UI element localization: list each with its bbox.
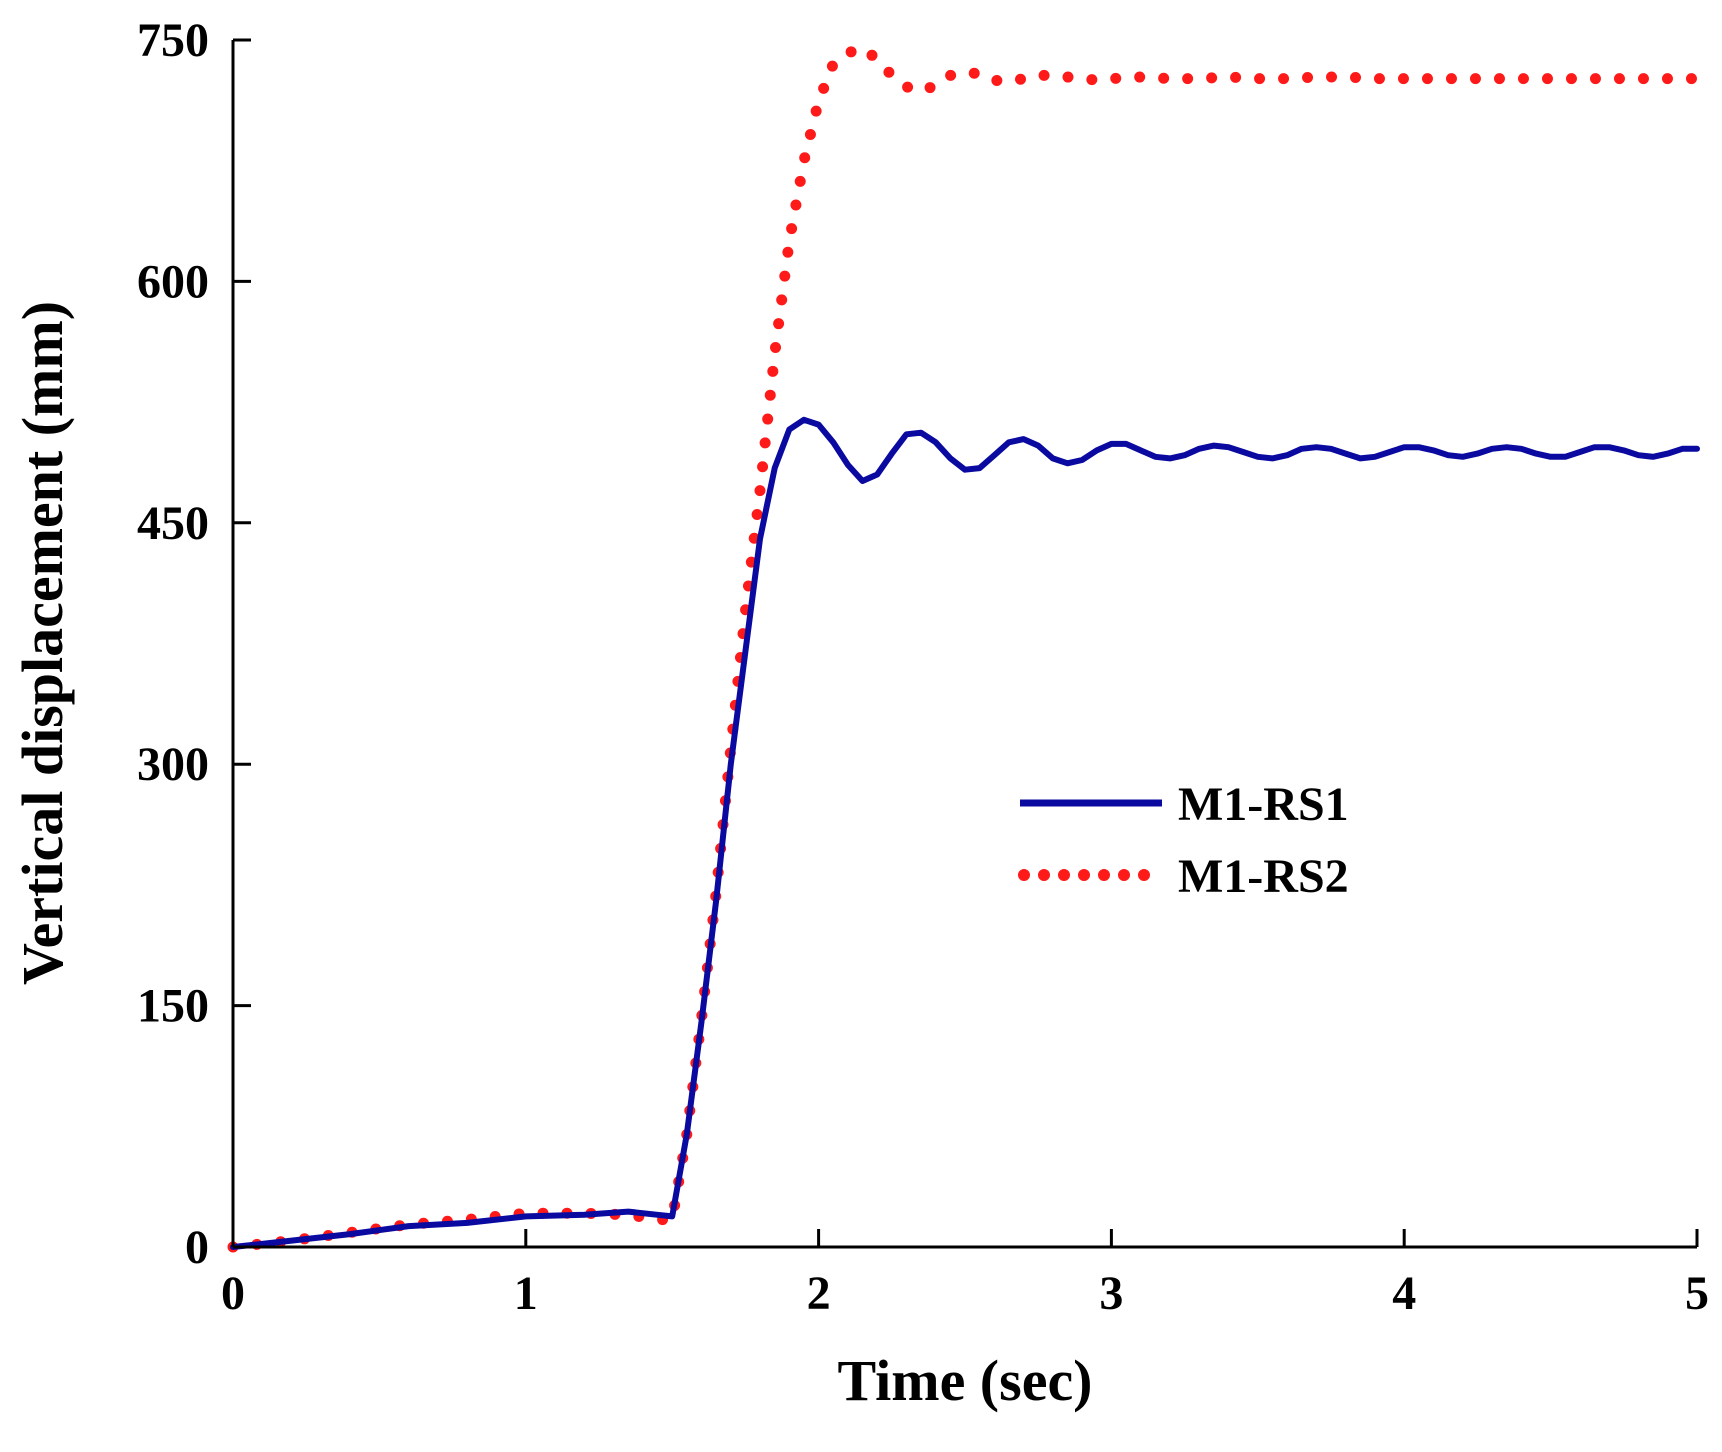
series-line-m1-rs1 bbox=[230, 416, 1700, 1250]
series-line-m1-rs2 bbox=[227, 42, 1703, 1253]
y-tick-label: 150 bbox=[137, 980, 209, 1033]
x-tick-label: 1 bbox=[514, 1267, 538, 1320]
legend: M1-RS1 M1-RS2 bbox=[1018, 778, 1349, 903]
legend-label-m1-rs2: M1-RS2 bbox=[1178, 850, 1349, 903]
x-axis-title: Time (sec) bbox=[838, 1348, 1093, 1413]
x-tick-label: 5 bbox=[1685, 1267, 1709, 1320]
y-tick-label: 300 bbox=[137, 738, 209, 791]
y-tick-label: 600 bbox=[137, 255, 209, 308]
y-tick-label: 0 bbox=[185, 1221, 209, 1274]
axes bbox=[231, 40, 1697, 1249]
y-axis-title: Vertical displacement (mm) bbox=[10, 301, 75, 985]
x-tick-label: 2 bbox=[807, 1267, 831, 1320]
y-tick-label: 450 bbox=[137, 497, 209, 550]
y-tick-label: 750 bbox=[137, 14, 209, 67]
x-tick-label: 0 bbox=[221, 1267, 245, 1320]
legend-label-m1-rs1: M1-RS1 bbox=[1178, 778, 1349, 831]
plot-area bbox=[227, 42, 1703, 1253]
x-tick-label: 3 bbox=[1099, 1267, 1123, 1320]
x-tick-label: 4 bbox=[1392, 1267, 1416, 1320]
